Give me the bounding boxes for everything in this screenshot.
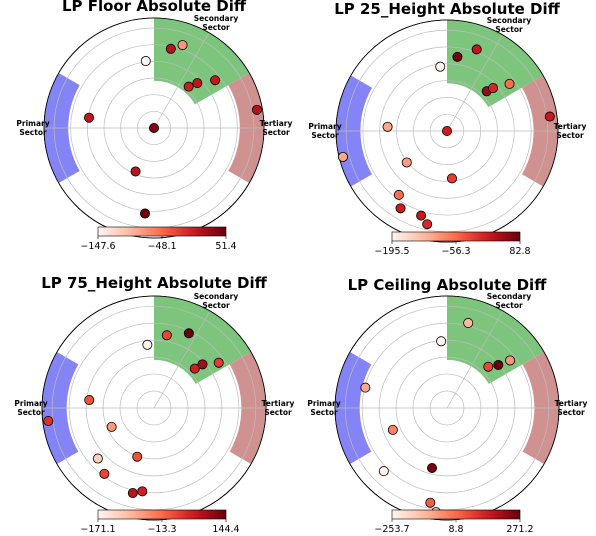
colorbar-tick-label: 271.2 [506,524,533,535]
secondary-sector-label: Secondary Sector [194,14,239,32]
data-point [210,75,221,86]
data-point [337,151,348,162]
secondary-sector-label: Secondary Sector [194,292,239,310]
data-point [416,210,427,221]
colorbar-tick-label: −147.6 [80,241,115,252]
tertiary-sector-label: Tertiary Sector [554,122,587,140]
colorbar [97,226,227,237]
data-point [177,40,188,51]
data-point [393,189,404,200]
chart-title: LP Ceiling Absolute Diff [348,276,548,294]
colorbar-tick-label: −56.3 [441,246,470,257]
polar-frame-outline [335,19,559,243]
colorbar [391,509,521,520]
data-point [471,44,482,55]
colorbar [391,231,521,242]
data-point [140,208,151,219]
data-point [446,173,457,184]
data-point [452,51,463,62]
data-point [382,121,393,132]
colorbar-tick-label: −253.7 [374,524,409,535]
data-point [213,357,224,368]
data-point [43,415,54,426]
colorbar [97,509,227,520]
polar-frame-outline [334,295,560,521]
data-point [99,468,110,479]
data-point [436,336,447,347]
data-point [378,466,389,477]
colorbar-tick-label: 8.8 [448,524,463,535]
data-point [106,421,117,432]
polar-frame-outline [41,295,267,521]
data-point [197,359,208,370]
data-point [422,219,433,230]
secondary-sector-label: Secondary Sector [487,16,532,34]
data-point [161,330,172,341]
data-point [395,203,406,214]
colorbar-tick-label: −48.1 [147,241,176,252]
chart-title: LP 25_Height Absolute Diff [334,0,560,18]
secondary-sector-wedge [447,20,544,108]
grid-spoke [446,34,503,132]
colorbar-tick-label: −171.1 [80,524,115,535]
data-point [435,61,446,72]
data-point [142,339,153,350]
data-point [544,111,555,122]
data-point [132,451,143,462]
primary-sector-label: Primary Sector [14,399,47,417]
secondary-sector-label: Secondary Sector [487,292,532,310]
primary-sector-label: Primary Sector [16,119,49,137]
data-point [183,81,194,92]
data-point [427,462,438,473]
tertiary-sector-label: Tertiary Sector [555,399,588,417]
secondary-sector-wedge [154,296,251,384]
data-point [401,157,412,168]
secondary-sector-wedge [154,18,250,105]
data-point [84,395,95,406]
data-point [137,486,148,497]
data-point [387,424,398,435]
data-point [360,382,371,393]
colorbar-tick-label: −13.3 [147,524,176,535]
polar-frame-outline [43,17,265,239]
data-point [127,487,138,498]
data-point [425,497,436,508]
colorbar-tick-label: 144.4 [212,524,239,535]
primary-sector-label: Primary Sector [307,399,340,417]
grid-spoke [153,310,211,409]
data-point [441,126,452,137]
chart-title: LP 75_Height Absolute Diff [41,274,267,292]
grid-spoke [153,32,210,129]
data-point [505,355,516,366]
data-point [488,83,499,94]
data-point [92,453,103,464]
data-point [130,166,141,177]
secondary-sector-wedge [447,296,544,384]
primary-sector-label: Primary Sector [308,122,341,140]
tertiary-sector-label: Tertiary Sector [262,399,295,417]
data-point [192,78,203,89]
colorbar-tick-label: 51.4 [215,241,236,252]
data-point [165,43,176,54]
chart-title: LP Floor Absolute Diff [62,0,247,15]
colorbar-tick-label: −195.5 [374,246,409,257]
data-point [189,363,200,374]
data-point [84,112,95,123]
data-point [183,328,194,339]
data-point [148,123,159,134]
data-point [483,361,494,372]
tertiary-sector-label: Tertiary Sector [260,119,293,137]
data-point [140,56,151,67]
data-point [493,359,504,370]
data-point [463,318,474,329]
colorbar-tick-label: 82.8 [509,246,530,257]
grid-spoke [446,310,504,409]
data-point [504,78,515,89]
data-point [251,104,262,115]
